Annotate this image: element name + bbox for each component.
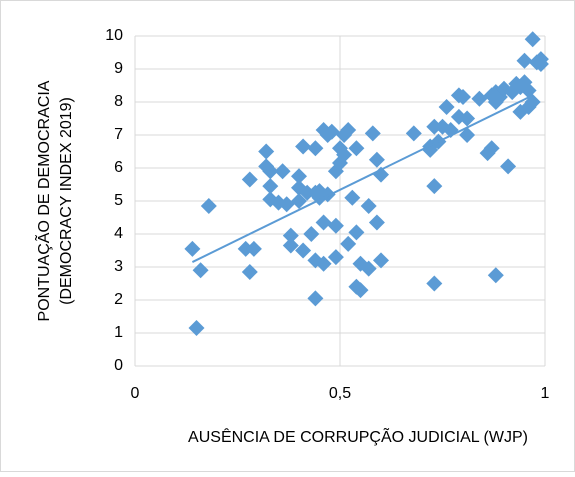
y-tick-label: 7 — [114, 126, 123, 143]
data-point — [373, 252, 389, 269]
data-point — [307, 290, 324, 307]
data-point — [241, 263, 258, 280]
data-point — [340, 122, 357, 139]
data-point — [327, 249, 344, 266]
data-point — [192, 262, 209, 279]
data-point — [307, 140, 324, 157]
data-point — [184, 240, 201, 257]
data-point — [315, 255, 332, 272]
data-point — [188, 320, 205, 337]
data-point — [459, 127, 476, 143]
data-point — [291, 193, 307, 209]
data-point — [516, 52, 533, 69]
trendline — [191, 94, 534, 263]
y-tick-label: 8 — [114, 93, 123, 110]
data-point — [368, 214, 385, 231]
data-point — [282, 237, 299, 254]
data-point — [282, 227, 299, 244]
x-tick-label: 0,5 — [329, 385, 351, 402]
data-point — [303, 226, 320, 242]
data-point — [340, 235, 357, 252]
data-point — [327, 217, 344, 234]
y-tick-label: 2 — [114, 291, 123, 308]
data-point — [299, 184, 316, 201]
x-axis-title: AUSÊNCIA DE CORRUPÇÃO JUDICIAL (WJP) — [188, 426, 528, 446]
data-point — [262, 163, 279, 180]
data-point — [471, 90, 488, 107]
data-point — [483, 140, 500, 157]
data-point — [344, 189, 361, 206]
data-point — [426, 118, 443, 135]
data-point — [274, 163, 291, 180]
data-point — [258, 143, 275, 160]
data-point — [364, 125, 381, 142]
data-point — [426, 275, 443, 292]
data-point — [278, 196, 295, 213]
data-point — [336, 146, 353, 163]
data-point — [352, 282, 369, 299]
data-point — [360, 260, 377, 277]
data-point — [245, 240, 262, 257]
data-point — [532, 56, 549, 73]
y-tick-label: 5 — [114, 192, 123, 209]
data-point — [524, 31, 541, 48]
data-point — [426, 178, 443, 195]
data-point — [295, 138, 312, 155]
y-axis-title: (DEMOCRACY INDEX 2019) — [58, 97, 75, 305]
data-point — [315, 214, 332, 231]
data-point — [241, 171, 258, 188]
data-point — [459, 110, 476, 127]
data-point — [295, 242, 312, 259]
data-point — [200, 197, 217, 214]
data-point — [237, 240, 254, 257]
y-tick-label: 1 — [114, 324, 123, 341]
data-point — [487, 267, 504, 284]
data-point — [360, 197, 377, 214]
y-tick-label: 4 — [114, 225, 123, 242]
y-tick-label: 9 — [114, 60, 123, 77]
data-point — [348, 140, 365, 157]
data-point — [323, 123, 340, 140]
data-point — [368, 151, 385, 168]
data-point — [455, 89, 471, 106]
y-tick-label: 10 — [105, 27, 123, 44]
data-point — [500, 158, 517, 175]
y-tick-label: 6 — [114, 159, 123, 176]
data-point — [262, 178, 279, 195]
y-tick-label: 0 — [114, 357, 123, 374]
data-point — [291, 168, 307, 185]
y-tick-label: 3 — [114, 258, 123, 275]
x-tick-label: 1 — [541, 385, 550, 402]
data-point — [405, 125, 422, 142]
y-axis-title: PONTUAÇÃO DE DEMOCRACIA — [33, 80, 53, 321]
data-point — [422, 141, 439, 158]
x-tick-label: 0 — [131, 385, 140, 402]
data-point — [438, 98, 455, 115]
data-point — [348, 224, 365, 241]
